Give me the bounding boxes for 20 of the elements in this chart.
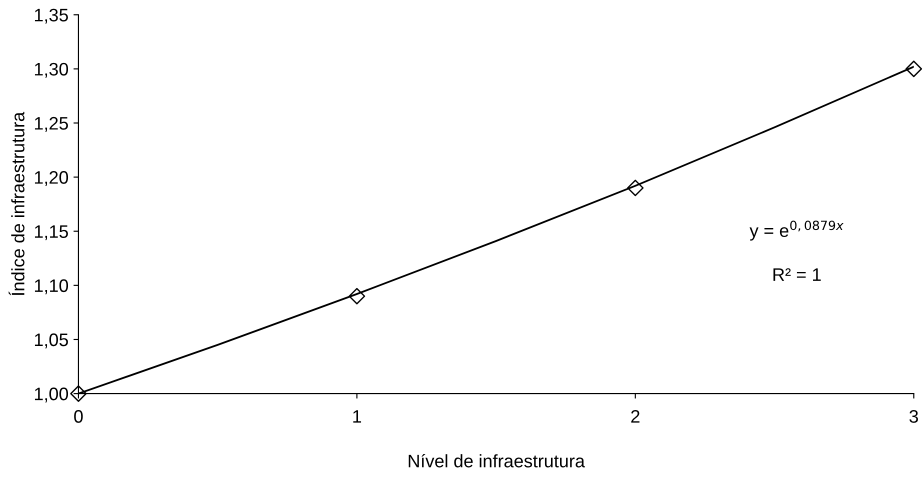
annotation: R² = 1: [773, 268, 821, 281]
y-axis-title: Índice de infraestrutura: [8, 112, 24, 296]
annotation: y = e$^{0,0879x}$: [750, 220, 844, 241]
x-tick-label: 1: [353, 410, 362, 423]
point: [70, 385, 87, 402]
y-tick-label: 1,10: [34, 279, 68, 294]
y-tick-label: 1,25: [34, 116, 68, 132]
x-tick-label: 0: [74, 410, 83, 423]
y-tick-label: 1,00: [34, 388, 68, 402]
point: [348, 288, 366, 304]
x-axis-title: Nível de infraestrutura: [408, 454, 585, 468]
y-tick-label: 1,05: [34, 333, 68, 348]
x-tick-label: 3: [909, 410, 918, 423]
y-tick-label: 1,20: [34, 171, 68, 186]
y-tick-label: 1,30: [34, 62, 68, 78]
y-tick-label: 1,15: [34, 225, 68, 240]
point: [627, 180, 644, 196]
x-tick-label: 2: [631, 410, 640, 423]
point: [905, 60, 922, 78]
y-tick-label: 1,35: [34, 8, 68, 24]
